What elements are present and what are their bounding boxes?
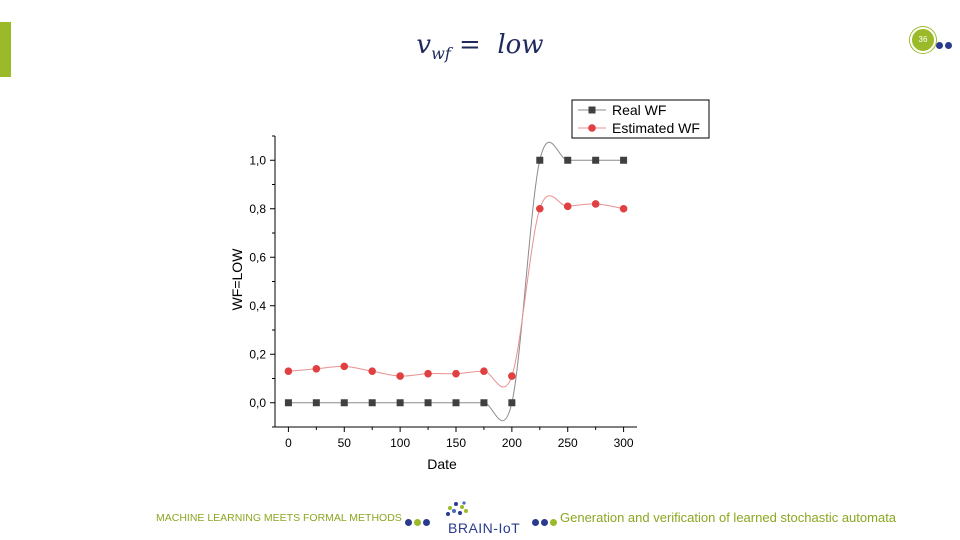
- data-point-estimated: [480, 367, 488, 376]
- x-tick-label: 0: [285, 436, 292, 450]
- x-tick-label: 300: [614, 436, 634, 450]
- y-tick-label: 0,0: [249, 396, 266, 410]
- series-line: [288, 195, 624, 388]
- legend-marker: [588, 106, 596, 114]
- slide-title: vwf = low: [0, 30, 960, 63]
- y-axis-label: WF=LOW: [229, 248, 245, 311]
- x-tick-label: 250: [558, 436, 578, 450]
- title-subscript: wf: [431, 44, 451, 64]
- data-point-real: [452, 399, 460, 407]
- data-point-real: [620, 156, 628, 164]
- legend-label: Estimated WF: [612, 120, 700, 136]
- footer-right-text: Generation and verification of learned s…: [560, 510, 897, 525]
- y-tick-label: 0,8: [249, 202, 266, 216]
- data-point-estimated: [535, 204, 544, 213]
- data-point-real: [508, 399, 516, 407]
- data-point-real: [480, 399, 488, 407]
- data-point-real: [536, 156, 544, 164]
- series-line: [288, 141, 624, 422]
- data-point-estimated: [619, 204, 628, 213]
- footer-left-text: MACHINE LEARNING MEETS FORMAL METHODS: [156, 512, 402, 524]
- logo-text: BRAIN-IoT: [448, 520, 521, 536]
- legend-box: [571, 99, 710, 139]
- y-tick-label: 1,0: [249, 153, 266, 167]
- data-point-estimated: [508, 372, 516, 380]
- title-variable: v: [416, 30, 432, 60]
- data-point-estimated: [368, 367, 377, 376]
- footer-dots-right: [532, 514, 559, 532]
- footer-dots-left: [405, 514, 432, 532]
- page-badge: 36: [910, 27, 936, 53]
- data-point-real: [564, 156, 572, 164]
- data-point-real: [284, 399, 292, 407]
- x-axis-label: Date: [427, 456, 457, 472]
- legend-marker: [588, 124, 596, 132]
- y-tick-label: 0,4: [249, 299, 266, 313]
- accent-bar: [0, 22, 11, 77]
- y-tick-label: 0,2: [249, 347, 266, 361]
- badge-dots: [936, 37, 954, 55]
- data-point-real: [312, 399, 320, 407]
- x-tick-label: 50: [338, 436, 352, 450]
- x-tick-label: 200: [502, 436, 522, 450]
- data-point-real: [396, 399, 404, 407]
- data-point-real: [340, 399, 348, 407]
- data-point-real: [368, 399, 376, 407]
- data-point-estimated: [396, 372, 404, 380]
- legend-label: Real WF: [612, 102, 666, 118]
- data-point-estimated: [312, 365, 321, 373]
- data-point-estimated: [340, 362, 349, 371]
- data-point-estimated: [284, 367, 293, 376]
- brain-iot-logo-icon: [446, 501, 468, 516]
- data-point-real: [424, 399, 432, 407]
- data-point-estimated: [424, 369, 432, 378]
- x-tick-label: 150: [446, 436, 466, 450]
- data-point-real: [592, 156, 600, 164]
- data-point-estimated: [591, 200, 600, 208]
- data-point-estimated: [563, 202, 572, 211]
- x-tick-label: 100: [390, 436, 410, 450]
- title-rest: = low: [450, 30, 544, 60]
- page-number: 36: [910, 27, 936, 53]
- data-point-estimated: [452, 369, 460, 378]
- y-tick-label: 0,6: [249, 250, 266, 264]
